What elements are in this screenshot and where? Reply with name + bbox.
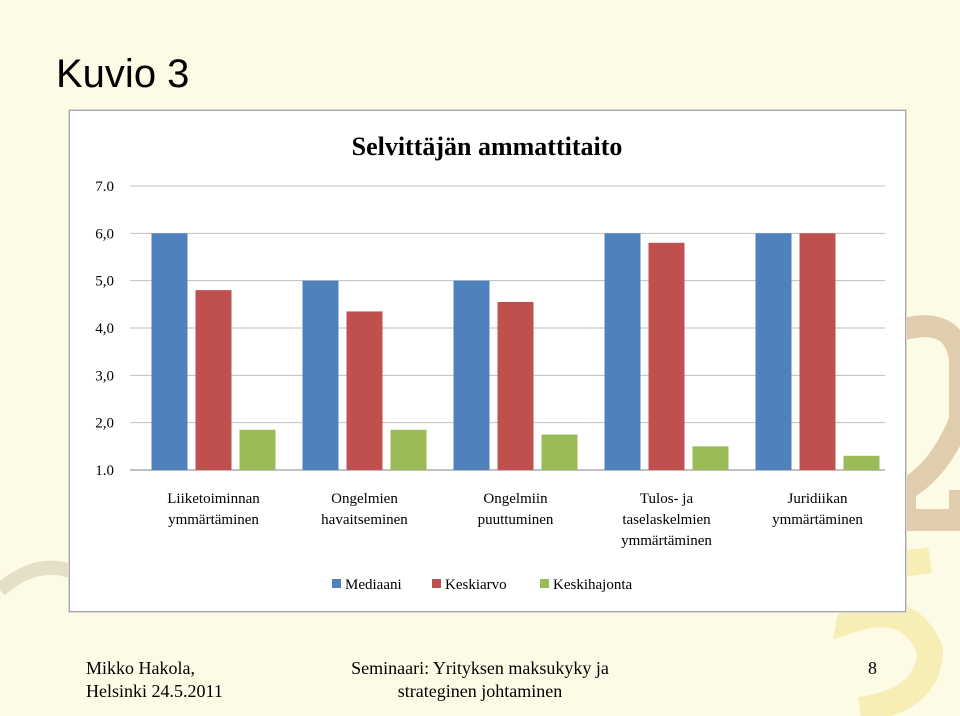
category-label: Liiketoiminnan (167, 491, 260, 507)
category-label: ymmärtäminen (168, 512, 259, 528)
legend-swatch (432, 579, 441, 588)
chart-container: Selvittäjän ammattitaito 1.0 2,0 3,0 4,0 5,0… (69, 110, 906, 612)
y-tick-label: 3,0 (95, 368, 114, 384)
page-number: 8 (868, 658, 877, 678)
y-tick-label: 2,0 (95, 416, 114, 432)
legend-swatch (540, 579, 549, 588)
category-label: taselaskelmien (622, 512, 711, 528)
category-label: havaitseminen (321, 512, 408, 528)
decor-swoosh (0, 560, 84, 596)
category-label: Ongelmien (331, 491, 398, 507)
y-axis-ticks: 1.0 2,0 3,0 4,0 5,0 6,0 7.0 (95, 179, 114, 479)
y-tick-label: 4,0 (95, 321, 114, 337)
bars (151, 233, 880, 470)
bar-chart: Selvittäjän ammattitaito 1.0 2,0 3,0 4,0 5,0… (95, 132, 885, 593)
footer-author-name: Mikko Hakola, (86, 658, 195, 678)
category-label: Juridiikan (788, 491, 848, 507)
y-tick-label: 5,0 (95, 274, 114, 290)
footer-seminar-line1: Seminaari: Yrityksen maksukyky ja (351, 658, 609, 678)
bar-mediaani (755, 233, 792, 470)
legend: Mediaani Keskiarvo Keskihajonta (332, 577, 632, 593)
bar-keskiarvo (648, 242, 685, 470)
category-label: puuttuminen (478, 512, 554, 528)
bar-keskiarvo (497, 301, 534, 470)
footer-seminar-line2: strateginen johtaminen (397, 681, 563, 701)
bar-keskiarvo (799, 233, 836, 470)
category-label: Tulos- ja (640, 491, 694, 507)
bar-keskihajonta (541, 434, 578, 470)
category-label: ymmärtäminen (772, 512, 863, 528)
bar-mediaani (302, 280, 339, 470)
legend-label: Keskiarvo (445, 577, 507, 593)
bar-keskihajonta (390, 429, 427, 470)
bar-keskiarvo (195, 290, 232, 470)
decor-number-2 (894, 315, 960, 531)
footer-seminar: Seminaari: Yrityksen maksukyky ja strate… (330, 657, 630, 703)
footer-author: Mikko Hakola, Helsinki 24.5.2011 (86, 657, 223, 703)
category-label: Ongelmiin (483, 491, 548, 507)
category-labels: Liiketoiminnan ymmärtäminen Ongelmien havai… (167, 491, 863, 549)
chart-title: Selvittäjän ammattitaito (352, 132, 623, 161)
bar-keskihajonta (843, 455, 880, 470)
footer-author-date: Helsinki 24.5.2011 (86, 681, 223, 701)
y-tick-label: 7.0 (95, 179, 114, 195)
y-tick-label: 1.0 (95, 463, 114, 479)
decor-number-5 (832, 547, 944, 716)
bar-keskihajonta (692, 446, 729, 470)
y-tick-label: 6,0 (95, 226, 114, 242)
bar-mediaani (453, 280, 490, 470)
bar-mediaani (151, 233, 188, 470)
bar-keskiarvo (346, 311, 383, 470)
legend-label: Mediaani (345, 577, 402, 593)
slide-title: Kuvio 3 (56, 52, 190, 96)
legend-swatch (332, 579, 341, 588)
bar-keskihajonta (239, 429, 276, 470)
bar-mediaani (604, 233, 641, 470)
legend-label: Keskihajonta (553, 577, 632, 593)
category-label: ymmärtäminen (621, 533, 712, 549)
